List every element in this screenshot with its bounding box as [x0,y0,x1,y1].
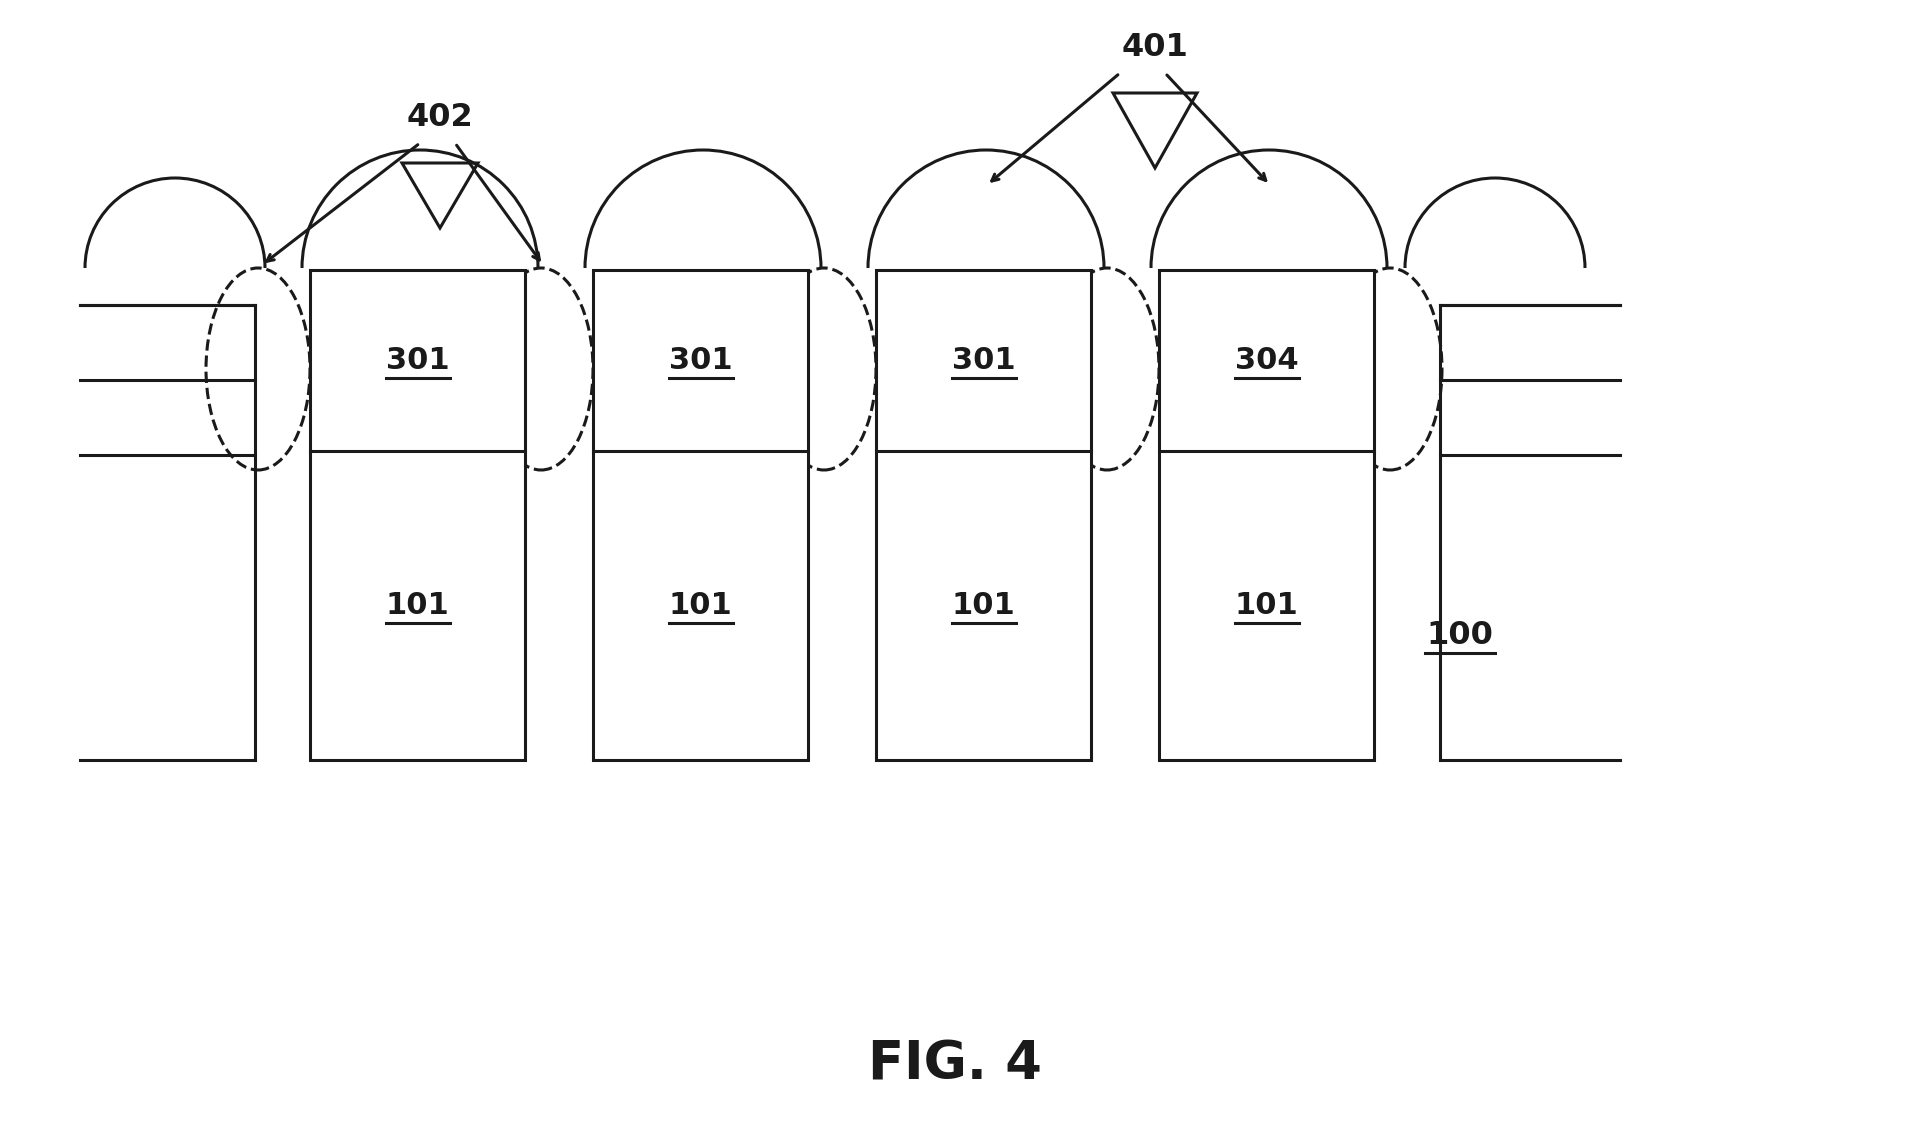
Text: 401: 401 [1121,33,1188,63]
Text: 101: 101 [1234,592,1299,620]
Text: 101: 101 [386,592,449,620]
Text: 100: 100 [1427,620,1494,650]
Text: FIG. 4: FIG. 4 [867,1039,1043,1091]
Text: 301: 301 [951,346,1016,375]
Text: 402: 402 [407,103,474,133]
Text: 301: 301 [668,346,732,375]
Bar [1159,270,1373,760]
Bar [877,270,1091,760]
Text: 301: 301 [386,346,449,375]
Text: 101: 101 [668,592,732,620]
Bar [309,270,525,760]
Text: 101: 101 [951,592,1016,620]
Bar [592,270,808,760]
Text: 304: 304 [1234,346,1299,375]
